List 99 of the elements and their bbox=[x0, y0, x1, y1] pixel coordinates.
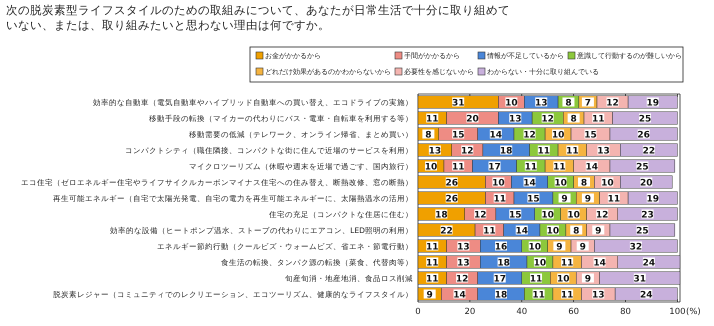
data-label: 11 bbox=[452, 162, 464, 172]
data-label: 12 bbox=[596, 210, 608, 220]
data-label: 10 bbox=[534, 258, 546, 268]
data-label: 10 bbox=[541, 210, 554, 220]
data-label: 13 bbox=[428, 146, 442, 156]
data-label: 13 bbox=[592, 290, 605, 300]
data-label: 25 bbox=[638, 114, 652, 124]
text: 次の脱炭素型ライフスタイルのための取組みについて、あなたが日常生活で十分に取り組めていない、または、取り組みたいと思わない理由は何ですか。 bbox=[6, 3, 510, 32]
data-label: 22 bbox=[440, 226, 453, 236]
data-label: 10 bbox=[554, 178, 567, 188]
data-label: 11 bbox=[524, 162, 538, 172]
data-label: 10 bbox=[492, 178, 505, 188]
data-label: 10 bbox=[424, 162, 438, 172]
data-label: 13 bbox=[509, 114, 522, 124]
x-tick-label: 0 bbox=[415, 307, 421, 317]
data-label: 12 bbox=[541, 114, 554, 124]
data-label: 9 bbox=[556, 242, 563, 252]
data-label: 23 bbox=[641, 210, 654, 220]
data-label: 13 bbox=[457, 258, 470, 268]
x-axis-title: (%) bbox=[686, 307, 701, 317]
data-label: 7 bbox=[584, 98, 592, 108]
data-label: 11 bbox=[483, 226, 496, 236]
data-label: 11 bbox=[530, 274, 542, 284]
data-label: 20 bbox=[640, 178, 653, 188]
data-label: 22 bbox=[642, 146, 656, 156]
data-label: 11 bbox=[592, 114, 605, 124]
data-label: 24 bbox=[640, 290, 653, 300]
data-label: 26 bbox=[445, 194, 458, 204]
data-label: 18 bbox=[500, 146, 512, 156]
x-tick-label: 40 bbox=[516, 307, 528, 317]
data-label: 32 bbox=[630, 242, 642, 252]
data-label: 15 bbox=[509, 210, 522, 220]
data-label: 10 bbox=[601, 178, 614, 188]
data-label: 11 bbox=[538, 146, 550, 156]
data-label: 14 bbox=[523, 178, 536, 188]
data-label: 14 bbox=[453, 290, 466, 300]
data-label: 9 bbox=[584, 274, 592, 284]
data-label: 8 bbox=[573, 226, 580, 236]
data-label: 15 bbox=[584, 130, 597, 140]
data-label: 9 bbox=[584, 194, 592, 204]
data-label: 11 bbox=[566, 146, 579, 156]
data-label: 11 bbox=[426, 114, 439, 124]
data-label: 13 bbox=[597, 146, 610, 156]
x-tick-label: 80 bbox=[620, 307, 631, 317]
data-label: 19 bbox=[646, 194, 660, 204]
data-label: 19 bbox=[646, 98, 660, 108]
data-label: 14 bbox=[586, 162, 598, 172]
data-label: 9 bbox=[595, 226, 602, 236]
data-label: 10 bbox=[557, 274, 570, 284]
data-label: 10 bbox=[567, 210, 580, 220]
data-label: 26 bbox=[445, 178, 458, 188]
data-label: 11 bbox=[608, 194, 620, 204]
data-label: 10 bbox=[528, 242, 541, 252]
data-label: 11 bbox=[560, 258, 574, 268]
data-label: 8 bbox=[580, 178, 588, 188]
data-label: 15 bbox=[527, 194, 540, 204]
data-label: 11 bbox=[560, 290, 574, 300]
data-label: 9 bbox=[426, 290, 433, 300]
data-label: 11 bbox=[426, 258, 439, 268]
data-label: 14 bbox=[490, 130, 502, 140]
data-label: 12 bbox=[606, 98, 619, 108]
data-label: 18 bbox=[497, 258, 510, 268]
data-label: 26 bbox=[637, 130, 650, 140]
data-label: 17 bbox=[488, 162, 501, 172]
data-label: 18 bbox=[435, 210, 448, 220]
data-label: 8 bbox=[425, 130, 432, 140]
data-label: 13 bbox=[457, 242, 470, 252]
data-label: 9 bbox=[580, 242, 586, 252]
x-tick-label: 100 bbox=[669, 307, 686, 317]
data-label: 12 bbox=[456, 274, 468, 284]
data-label: 12 bbox=[474, 210, 487, 220]
data-label: 11 bbox=[426, 274, 439, 284]
data-label: 12 bbox=[523, 130, 536, 140]
data-label: 14 bbox=[593, 258, 606, 268]
x-tick-label: 60 bbox=[568, 307, 580, 317]
data-label: 24 bbox=[642, 258, 656, 268]
data-label: 12 bbox=[461, 146, 474, 156]
data-label: 11 bbox=[532, 290, 545, 300]
data-label: 13 bbox=[534, 98, 548, 108]
data-label: 8 bbox=[565, 98, 572, 108]
data-label: 10 bbox=[505, 98, 518, 108]
data-label: 17 bbox=[493, 274, 506, 284]
data-label: 11 bbox=[553, 162, 566, 172]
data-label: 10 bbox=[546, 226, 560, 236]
data-label: 16 bbox=[494, 242, 508, 252]
data-label: 25 bbox=[636, 162, 649, 172]
data-label: 14 bbox=[515, 226, 528, 236]
data-label: 31 bbox=[452, 98, 464, 108]
x-tick-label: 20 bbox=[464, 307, 476, 317]
data-label: 18 bbox=[494, 290, 508, 300]
data-label: 11 bbox=[493, 194, 506, 204]
data-label: 8 bbox=[570, 114, 577, 124]
data-label: 31 bbox=[634, 274, 646, 284]
data-label: 25 bbox=[636, 226, 649, 236]
data-label: 11 bbox=[426, 242, 439, 252]
data-label: 15 bbox=[452, 130, 464, 140]
data-label: 9 bbox=[561, 194, 568, 204]
data-label: 10 bbox=[552, 130, 564, 140]
data-label: 20 bbox=[466, 114, 479, 124]
